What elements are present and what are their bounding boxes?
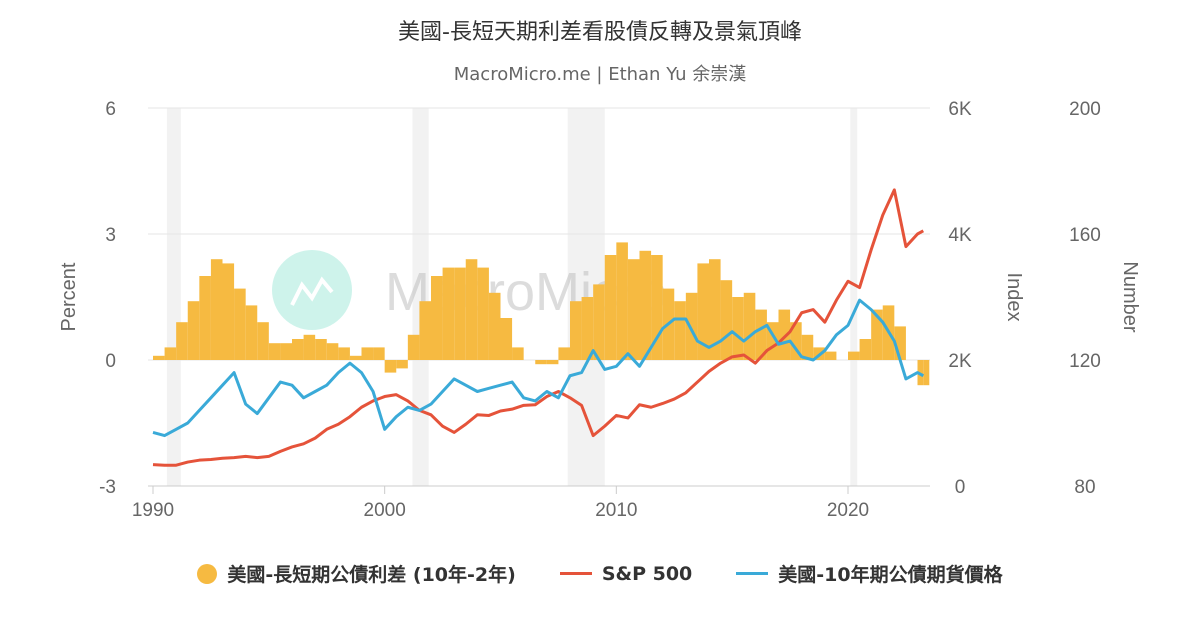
spread-bar [685,292,698,360]
middle-tick-label: 4K [948,225,972,246]
spread-bar [546,360,559,365]
x-tick-label: 2020 [827,500,869,521]
spread-bar [176,322,188,360]
spread-bar [500,318,513,360]
left-tick-label: 3 [105,225,116,246]
spread-bar [361,347,374,360]
middle-axis-title: Index [1003,273,1025,322]
right-tick-label: 200 [1069,99,1101,120]
recession-band [850,108,858,486]
spread-bar [257,322,269,360]
spread-bar [187,301,200,360]
spread-bar [431,276,443,360]
x-tick-label: 2000 [364,500,406,521]
chart-title: 美國-長短天期利差看股債反轉及景氣頂峰 [398,20,802,45]
spread-bar [454,267,466,360]
spread-bar [326,343,339,360]
spread-bar [801,334,814,360]
spread-bar [581,297,594,360]
left-tick-label: 0 [105,351,116,372]
spread-bar [639,250,652,360]
spread-bar [790,322,802,360]
spread-bar [923,360,930,386]
spread-bar [616,242,628,360]
spread-bar [442,267,455,360]
spread-bar [558,347,570,360]
x-tick-label: 2010 [595,500,637,521]
middle-tick-label: 6K [948,99,972,120]
spread-bar [245,305,258,360]
spread-bar [848,351,860,360]
spread-bar [396,360,408,369]
left-tick-label: -3 [99,477,116,498]
right-axis-title: Number [1119,261,1141,332]
spread-bar [268,343,281,360]
spread-bar [303,334,316,360]
spread-bar [373,347,385,360]
spread-bar [477,267,489,360]
chart-subtitle: MacroMicro.me | Ethan Yu 余崇漢 [453,64,747,85]
left-tick-label: 6 [105,99,116,120]
spread-bar [535,360,547,365]
spread-bar [512,347,524,360]
legend-item-bond[interactable]: 美國-10年期公債期貨價格 [736,560,1003,587]
legend-label: S&P 500 [601,562,693,585]
spread-bar [384,360,397,373]
right-tick-label: 160 [1069,225,1101,246]
sp500-line [152,188,925,467]
legend-item-spread[interactable]: 美國-長短期公債利差 (10年-2年) [197,560,516,587]
spread-bar [755,309,767,360]
spread-bar [894,326,906,360]
middle-tick-label: 2K [948,351,972,372]
legend: 美國-長短期公債利差 (10年-2年) S&P 500 美國-10年期公債期貨價… [0,560,1200,587]
right-tick-label: 80 [1074,477,1095,498]
spread-bar [824,351,837,360]
spread-bar [465,259,478,360]
left-axis-title: Percent [58,262,80,331]
spread-bar [210,259,223,360]
right-tick-label: 120 [1069,351,1101,372]
spread-bar [315,339,327,360]
spread-bar [338,347,350,360]
spread-bar [604,255,617,360]
spread-bar [709,259,721,360]
spread-bar [488,292,501,360]
spread-bar [164,347,177,360]
spread-bar [570,301,582,360]
spread-bar [234,288,246,360]
legend-label: 美國-10年期公債期貨價格 [778,564,1003,586]
spread-bar [199,276,211,360]
spread-bar [419,301,431,360]
spread-bar [766,322,779,360]
recession-band [412,108,429,486]
spread-bar [674,301,686,360]
spread-bar [743,292,756,360]
legend-marker [559,572,592,575]
spread-bar [153,355,165,360]
legend-marker [197,563,218,584]
spread-bar [292,339,304,360]
legend-item-sp500[interactable]: S&P 500 [559,560,693,587]
spread-bar [720,280,733,360]
spread-bar [871,309,883,360]
legend-label: 美國-長短期公債利差 (10年-2年) [227,564,516,586]
spread-bar [222,263,235,360]
spread-bar [280,343,292,360]
spread-bar [778,309,791,360]
spread-bar [732,297,744,360]
spread-bar [697,263,709,360]
spread-bar [407,334,420,360]
middle-tick-label: 0 [955,477,966,498]
spread-bar [859,339,872,360]
bond-futures-line [152,298,925,438]
spread-bar [627,259,640,360]
spread-bar [651,255,663,360]
recession-band [166,108,181,486]
legend-marker [736,572,769,575]
spread-bar [593,284,605,360]
x-tick-label: 1990 [132,500,174,521]
spread-bar [349,355,362,360]
